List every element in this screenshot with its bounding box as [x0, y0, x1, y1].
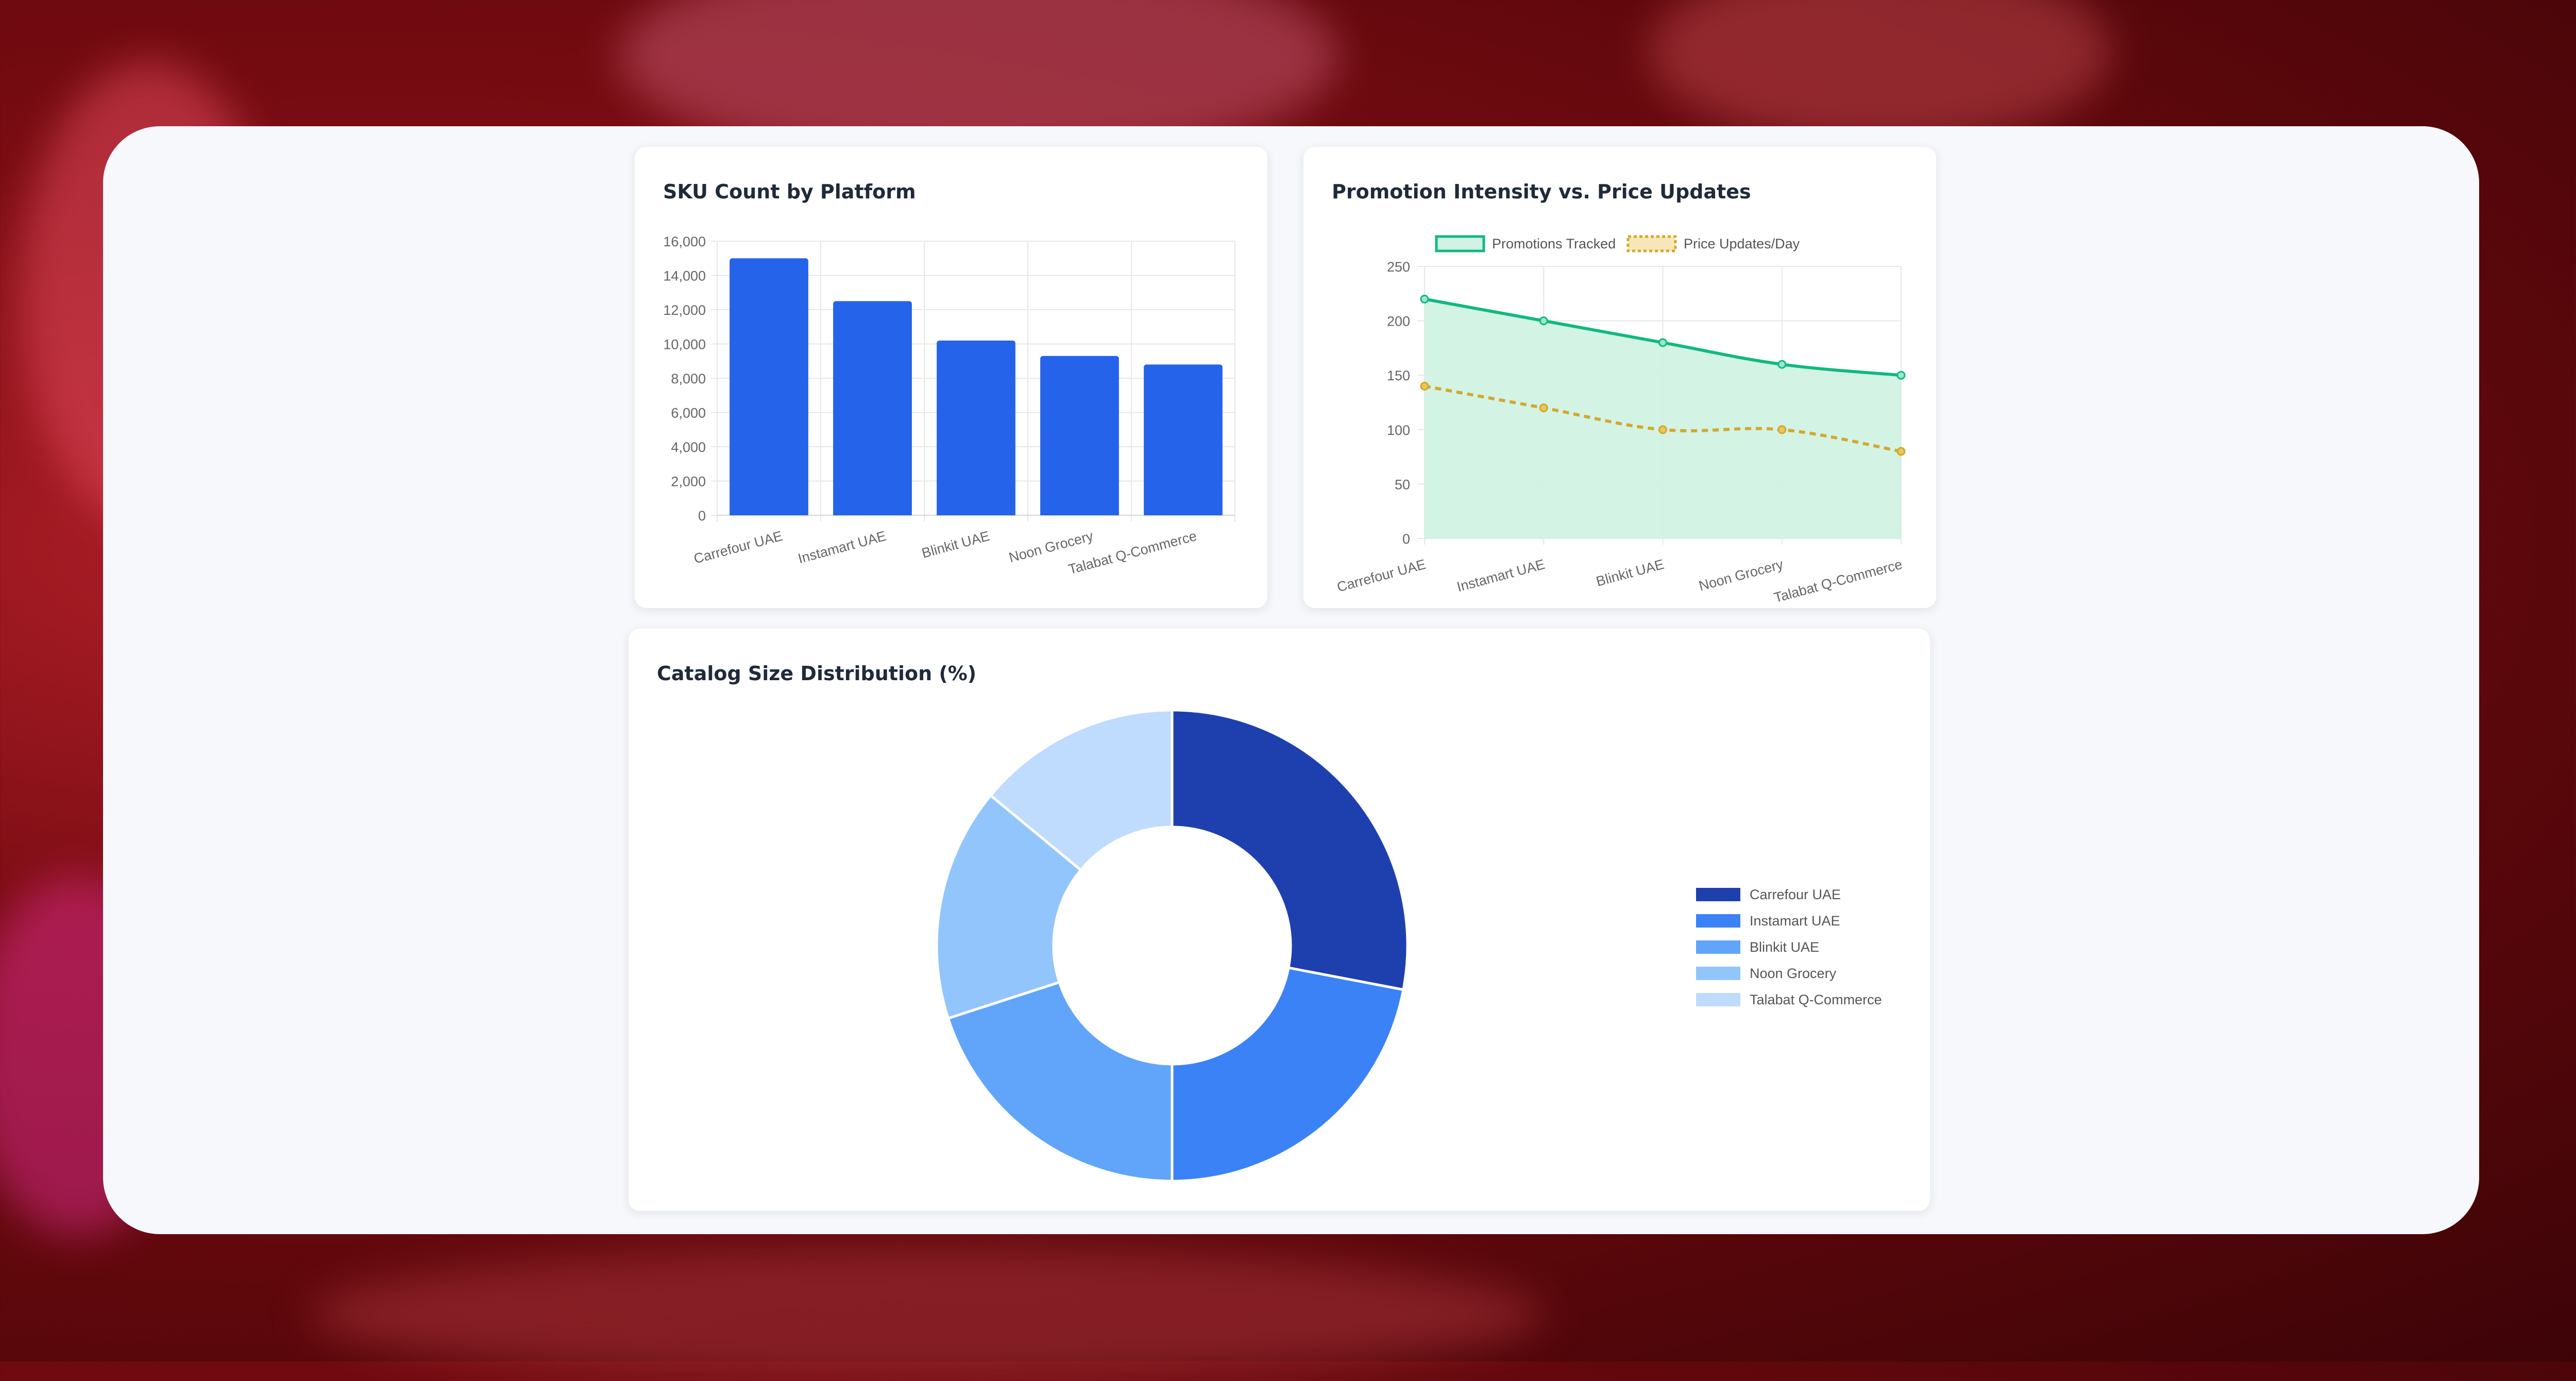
x-tick-label: Blinkit UAE: [1595, 557, 1666, 590]
y-tick-label: 12,000: [663, 302, 706, 318]
legend-swatch: [1696, 967, 1740, 980]
x-tick-label: Instamart UAE: [1455, 557, 1546, 595]
promo-chart-title: Promotion Intensity vs. Price Updates: [1332, 180, 1751, 203]
y-tick-label: 150: [1387, 368, 1410, 383]
y-tick-label: 6,000: [671, 406, 706, 421]
bar: [937, 340, 1015, 515]
y-tick-label: 100: [1387, 423, 1410, 438]
x-tick-label: Instamart UAE: [796, 528, 888, 566]
sku-bar-chart: 0 2,000 4,000 6,000 8,000 10,000 12,000 14,000 1…: [663, 234, 1235, 577]
price-updates-point: [1777, 425, 1787, 434]
background-blob: [1649, 0, 2112, 144]
x-tick-label: Carrefour UAE: [1335, 557, 1428, 595]
catalog-donut-chart: Carrefour UAE Instamart UAE Blinkit UAE Noo…: [935, 709, 1882, 1183]
promotions-point: [1420, 294, 1429, 304]
y-tick-label: 0: [1402, 531, 1410, 547]
legend-label: Carrefour UAE: [1750, 887, 1841, 902]
y-tick-label: 50: [1395, 477, 1410, 492]
dashboard-card: SKU Count by Platform 0 2,000 4,000 6,000 8,…: [103, 126, 2479, 1234]
catalog-chart-title: Catalog Size Distribution (%): [657, 662, 977, 685]
promotions-point: [1777, 360, 1787, 369]
y-tick-label: 4,000: [671, 440, 706, 455]
promotions-point: [1896, 370, 1906, 380]
y-tick-label: 8,000: [671, 371, 706, 386]
y-tick-label: 10,000: [663, 337, 706, 352]
promo-line-chart: Promotions Tracked Price Updates/Day 0 50 10…: [1335, 235, 1906, 605]
y-tick-label: 200: [1387, 314, 1410, 329]
legend-swatch: [1626, 235, 1677, 252]
x-tick-label: Carrefour UAE: [692, 528, 784, 567]
price-updates-point: [1658, 425, 1667, 434]
donut-slice: [1171, 966, 1405, 1183]
promotions-area: [1425, 299, 1901, 538]
bar: [833, 301, 912, 515]
x-tick-label: Noon Grocery: [1697, 557, 1785, 594]
background-blob: [309, 1247, 1546, 1381]
legend-label: Blinkit UAE: [1750, 939, 1819, 955]
legend-label: Talabat Q-Commerce: [1750, 992, 1882, 1007]
y-tick-label: 0: [698, 508, 706, 524]
sku-chart-panel: SKU Count by Platform 0 2,000 4,000 6,000 8,…: [635, 147, 1267, 608]
x-tick-label: Talabat Q-Commerce: [1772, 557, 1904, 605]
bar: [1144, 364, 1223, 515]
promo-chart-panel: Promotion Intensity vs. Price Updates Pr…: [1303, 147, 1936, 608]
legend-swatch: [1696, 940, 1740, 954]
promotions-point: [1658, 338, 1667, 347]
bar: [1040, 356, 1119, 515]
bar: [730, 258, 808, 515]
legend-swatch: [1696, 914, 1740, 928]
promotions-point: [1539, 316, 1548, 326]
price-updates-point: [1539, 403, 1548, 413]
price-updates-point: [1896, 447, 1906, 456]
legend-swatch: [1435, 235, 1485, 252]
donut-slice: [1171, 709, 1409, 991]
catalog-chart-panel: Catalog Size Distribution (%) Carrefour …: [629, 629, 1930, 1211]
legend-label: Noon Grocery: [1750, 966, 1837, 981]
donut-slice: [935, 794, 1083, 1020]
y-tick-label: 2,000: [671, 474, 706, 490]
y-tick-label: 250: [1387, 259, 1410, 275]
y-tick-label: 16,000: [663, 234, 706, 249]
legend-label: Price Updates/Day: [1684, 236, 1800, 251]
legend-label: Promotions Tracked: [1492, 236, 1616, 251]
donut-slice: [989, 709, 1174, 872]
price-updates-point: [1420, 381, 1429, 391]
sku-chart-title: SKU Count by Platform: [663, 180, 916, 203]
legend-swatch: [1696, 993, 1740, 1006]
donut-slice: [946, 980, 1174, 1183]
legend-swatch: [1696, 888, 1740, 901]
x-tick-label: Blinkit UAE: [920, 528, 991, 561]
legend-label: Instamart UAE: [1750, 913, 1840, 929]
y-tick-label: 14,000: [663, 268, 706, 284]
